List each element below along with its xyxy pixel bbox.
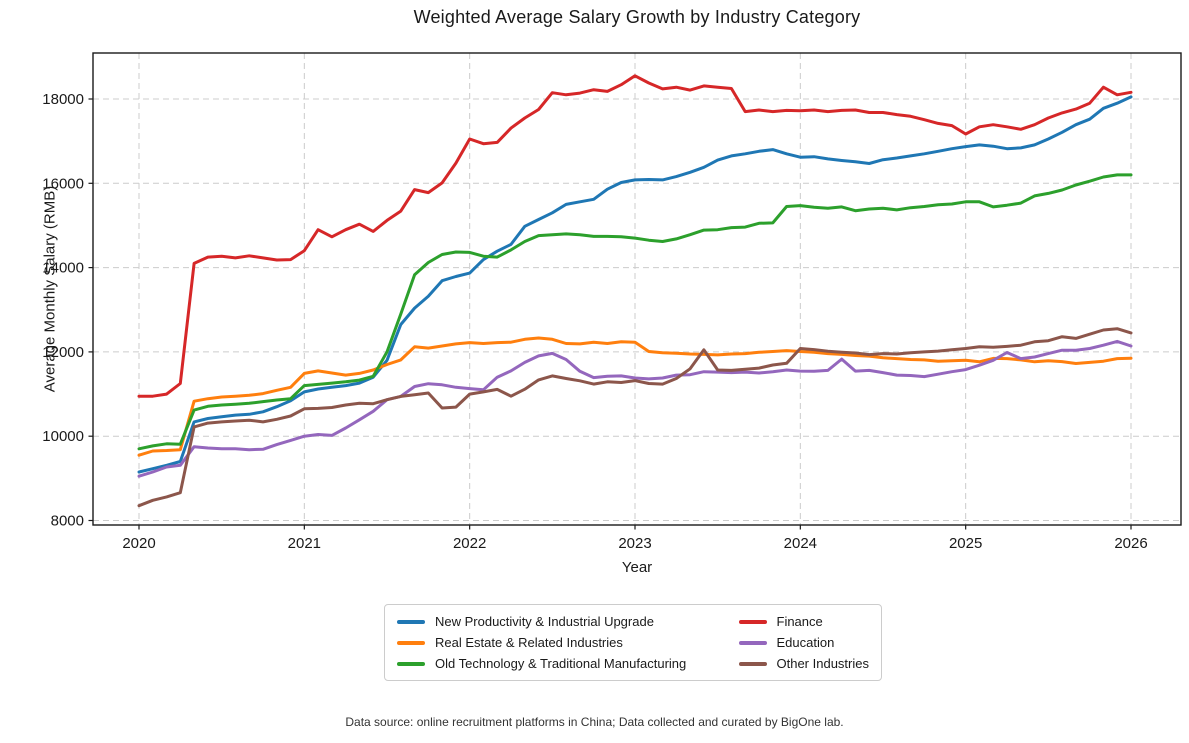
legend-swatch [397,661,425,666]
y-tick-label: 10000 [42,428,84,445]
legend-swatch [738,619,767,624]
series-line-new-productivity-industrial-upgrade [137,95,1133,474]
legend-swatch [738,661,767,666]
legend-label: Education [776,635,835,650]
legend-swatch [397,640,425,645]
legend-label: Other Industries [776,656,870,671]
series-line-education [137,339,1133,478]
x-tick-label: 2022 [453,535,486,552]
legend-label: Finance [776,614,823,629]
x-tick-label: 2025 [949,535,982,552]
x-tick-label: 2021 [288,535,321,552]
series-line-old-technology-traditional-manufacturing [137,173,1133,451]
x-tick-label: 2023 [618,535,651,552]
y-tick-label: 18000 [42,91,84,108]
x-tick-label: 2024 [784,535,817,552]
x-axis-label: Year [621,559,653,576]
legend-item-1: New Productivity & Industrial Upgrade [397,611,739,632]
y-tick-label: 14000 [42,260,84,277]
legend-item-3: Old Technology & Traditional Manufacturi… [397,653,739,674]
legend-box: New Productivity & Industrial Upgrade Rea… [384,604,882,681]
legend-label: Real Estate & Related Industries [435,635,623,650]
chart-title: Weighted Average Salary Growth by Indust… [413,7,861,27]
x-tick-label: 2026 [1114,535,1147,552]
legend-swatch [738,640,767,645]
series-line-real-estate-related-industries [137,336,1133,457]
legend-item-2: Real Estate & Related Industries [397,632,739,653]
plot-frame [92,52,1182,526]
legend-label: New Productivity & Industrial Upgrade [435,614,654,629]
legend-item-5: Education [738,632,870,653]
legend-item-6: Other Industries [738,653,870,674]
y-tick-label: 8000 [51,513,84,530]
y-tick-label: 12000 [42,344,84,361]
legend-column-2: Finance Education Other Industries [738,611,870,674]
x-tick-label: 2020 [122,535,155,552]
series-line-finance [137,74,1133,398]
legend-label: Old Technology & Traditional Manufacturi… [435,656,687,671]
y-tick-label: 16000 [42,175,84,192]
legend-swatch [397,619,425,624]
legend-item-4: Finance [738,611,870,632]
legend-column-1: New Productivity & Industrial Upgrade Rea… [397,611,739,674]
data-source-note: Data source: online recruitment platform… [345,715,844,729]
series-line-other-industries [137,327,1133,508]
